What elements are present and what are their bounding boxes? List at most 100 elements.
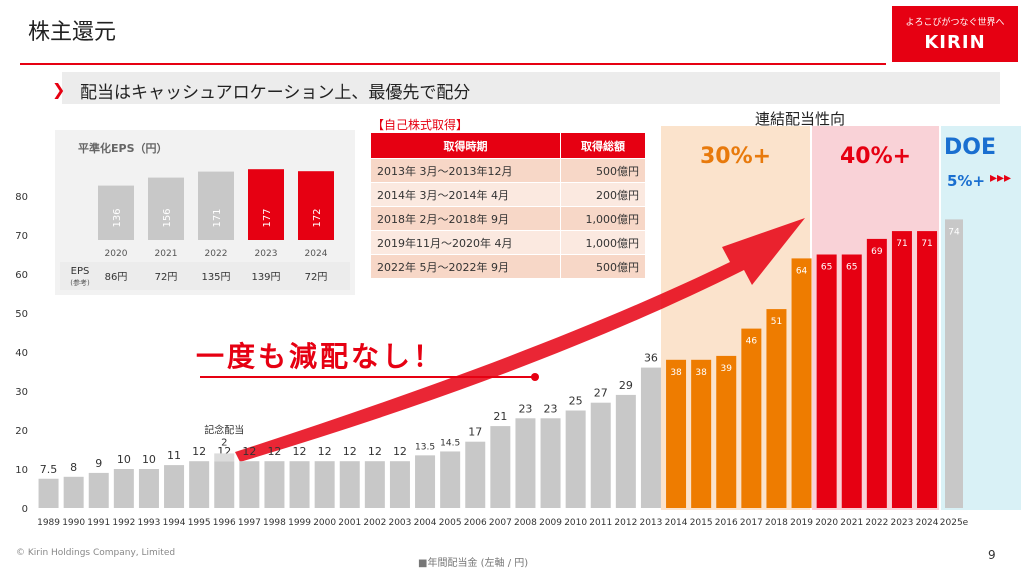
x-tick-label: 1989 [37, 518, 60, 528]
x-tick-label: 2004 [414, 518, 437, 528]
commemorative-bar [214, 453, 235, 462]
period-cell: 2013年 3月～2013年12月 [370, 158, 561, 183]
logo-tagline: よろこびがつなぐ世界へ [905, 18, 1005, 28]
dividend-value-label: 12 [192, 445, 206, 458]
x-tick-label: 2002 [363, 518, 386, 528]
eps-value-label: 171 [212, 208, 223, 227]
dividend-value-label: 12 [267, 445, 281, 458]
x-tick-label: 1995 [188, 518, 211, 528]
dividend-bar [88, 472, 109, 508]
x-tick-label: 1992 [112, 518, 135, 528]
page-number: 9 [988, 548, 996, 562]
dividend-bar [63, 476, 84, 508]
dividend-value-label: 14.5 [440, 438, 460, 448]
eps-value-label: 136 [112, 208, 123, 227]
eps-row-value: 72円 [155, 272, 178, 283]
dividend-value-label: 39 [721, 364, 733, 374]
dividend-bar [841, 254, 862, 508]
dividend-value-label: 38 [670, 368, 682, 378]
x-tick-label: 2007 [489, 518, 512, 528]
kirin-logo: よろこびがつなぐ世界へ KIRIN [892, 6, 1018, 62]
eps-row-value: 135円 [201, 272, 230, 283]
amount-cell: 1,000億円 [559, 230, 647, 255]
header-period: 取得時期 [370, 132, 561, 159]
dividend-value-label: 7.5 [40, 463, 58, 476]
eps-row-value: 139円 [251, 272, 280, 283]
header-amount: 取得総額 [559, 132, 647, 159]
table-row: 2014年 3月～2014年 4月 200億円 [370, 182, 647, 207]
dividend-bar [164, 465, 185, 508]
dividend-bar [339, 461, 360, 508]
copyright: © Kirin Holdings Company, Limited [16, 548, 176, 558]
dividend-bar [113, 469, 134, 508]
period-cell: 2018年 2月～2018年 9月 [370, 206, 561, 231]
eps-title: 平準化EPS（円） [78, 141, 168, 155]
dividend-bar [666, 359, 687, 508]
title-divider [20, 63, 886, 65]
eps-value-label: 177 [262, 208, 273, 227]
dividend-bar [389, 461, 410, 508]
dividend-value-label: 69 [871, 247, 883, 257]
x-tick-label: 2025e [940, 518, 969, 528]
dividend-bar [766, 309, 787, 508]
dividend-bar [465, 441, 486, 508]
dividend-value-label: 46 [746, 337, 758, 347]
dividend-value-label: 17 [468, 426, 482, 439]
dividend-bar [866, 238, 887, 508]
dividend-bar [239, 461, 260, 508]
payout-band-40-label: 40%+ [839, 144, 912, 169]
dividend-value-label: 13.5 [415, 442, 435, 452]
x-tick-label: 2003 [388, 518, 411, 528]
dividend-bar [945, 219, 963, 508]
x-tick-label: 2001 [338, 518, 361, 528]
eps-row-background [60, 262, 350, 290]
x-tick-label: 1991 [87, 518, 110, 528]
y-axis: 0 10 20 30 40 50 60 70 80 [15, 192, 28, 515]
dividend-bar [189, 461, 210, 508]
amount-cell: 1,000億円 [559, 206, 647, 231]
amount-cell: 200億円 [559, 182, 647, 207]
eps-year-label: 2024 [305, 249, 328, 259]
dividend-bar [891, 231, 912, 508]
no-cut-slogan: 一度も減配なし！ [196, 340, 445, 373]
dividend-value-label: 11 [167, 449, 181, 462]
eps-row-value: 86円 [105, 272, 128, 283]
dividend-value-label: 12 [242, 445, 256, 458]
table-row: 2013年 3月～2013年12月 500億円 [370, 158, 647, 183]
x-tick-label: 2009 [539, 518, 562, 528]
table-header-row: 取得時期 取得総額 [370, 132, 647, 159]
x-tick-label: 2018 [765, 518, 788, 528]
commemorative-label: 記念配当 [204, 423, 244, 436]
dividend-value-label: 10 [142, 453, 156, 466]
dividend-bar [741, 328, 762, 508]
amount-cell: 500億円 [559, 254, 647, 279]
chevron-right-icon: ❯ [52, 80, 66, 99]
table-row: 2018年 2月～2018年 9月 1,000億円 [370, 206, 647, 231]
dividend-bar [490, 426, 511, 508]
eps-year-label: 2023 [255, 249, 278, 259]
dividend-bar [264, 461, 285, 508]
x-tick-label: 2024 [916, 518, 939, 528]
x-tick-label: 2017 [740, 518, 763, 528]
eps-value-label: 172 [312, 208, 323, 227]
x-tick-label: 1994 [163, 518, 186, 528]
y-tick-label: 60 [15, 270, 28, 281]
triple-arrow-icon: ▸▸▸ [990, 170, 1012, 186]
x-tick-label: 2016 [715, 518, 738, 528]
dividend-bar [440, 451, 461, 508]
y-tick-label: 70 [15, 231, 28, 242]
doe-title: DOE [944, 135, 996, 160]
dividend-value-label: 12 [318, 445, 332, 458]
y-tick-label: 30 [15, 387, 28, 398]
eps-year-label: 2022 [205, 249, 228, 259]
dividend-value-label: 25 [569, 395, 583, 408]
x-tick-label: 1998 [263, 518, 286, 528]
subtitle-text: 配当はキャッシュアロケーション上、最優先で配分 [80, 83, 471, 103]
dividend-value-label: 8 [70, 461, 77, 474]
dividend-value-label: 10 [117, 453, 131, 466]
dividend-value-label: 23 [544, 402, 558, 415]
dividend-bar [590, 402, 611, 508]
x-tick-label: 2006 [464, 518, 487, 528]
dividend-bar [716, 355, 737, 508]
